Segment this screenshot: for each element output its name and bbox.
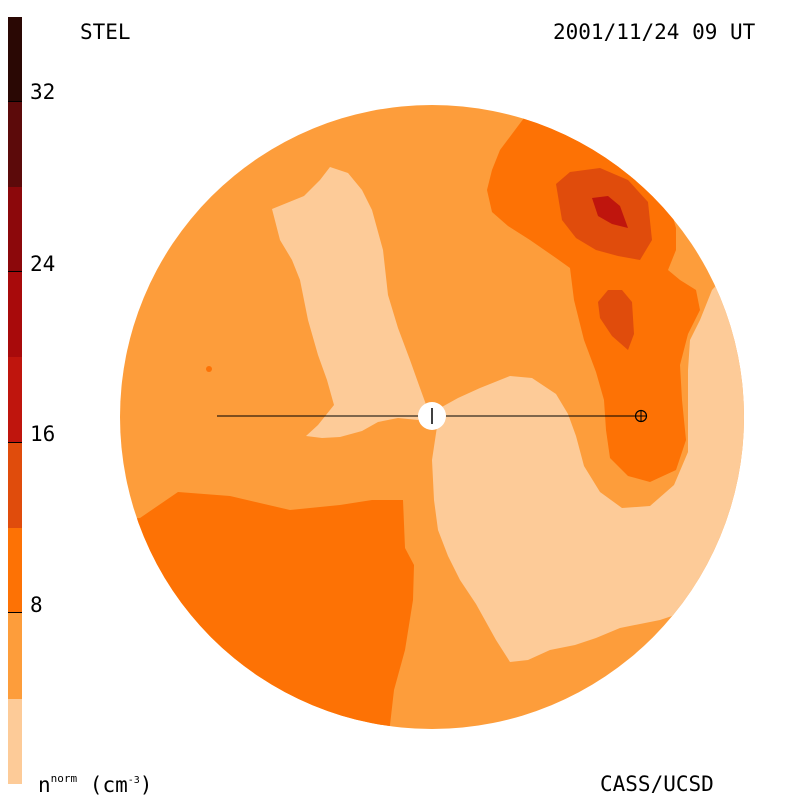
density-region-southeast-light [432, 250, 744, 662]
colorbar-tick-8 [8, 612, 22, 613]
colorbar-label-32: 32 [30, 80, 56, 104]
unit-sup: norm [50, 772, 78, 785]
colorbar-label-24: 24 [30, 252, 56, 276]
colorbar-label-8: 8 [30, 593, 43, 617]
density-region-north-light [272, 167, 428, 438]
unit-base: n [38, 773, 51, 797]
earth-symbol-icon [634, 409, 648, 423]
instrument-title: STEL [80, 20, 131, 44]
unit-close: ) [139, 773, 153, 797]
colorbar-segment-1 [8, 17, 22, 102]
colorbar-segment-8 [8, 613, 22, 699]
timestamp: 2001/11/24 09 UT [553, 20, 756, 44]
credit-label: CASS/UCSD [600, 772, 714, 796]
colorbar-segment-2 [8, 102, 22, 187]
unit-open: (cm [77, 773, 128, 797]
density-spot [206, 366, 212, 372]
colorbar-segment-9 [8, 699, 22, 784]
unit-label: nnorm (cm-3) [38, 772, 152, 797]
colorbar-tick-16 [8, 442, 22, 443]
colorbar-segment-4 [8, 272, 22, 357]
colorbar-segment-3 [8, 187, 22, 272]
density-region-southwest [120, 492, 414, 729]
density-region-streamer-core-lower [598, 290, 634, 350]
colorbar-label-16: 16 [30, 422, 56, 446]
colorbar-segment-5 [8, 357, 22, 442]
colorbar-tick-24 [8, 271, 22, 272]
colorbar-segment-7 [8, 528, 22, 613]
colorbar-segment-6 [8, 442, 22, 528]
unit-exp: -3 [127, 775, 140, 786]
density-region-peak [592, 196, 628, 228]
colorbar-tick-32 [8, 101, 22, 102]
